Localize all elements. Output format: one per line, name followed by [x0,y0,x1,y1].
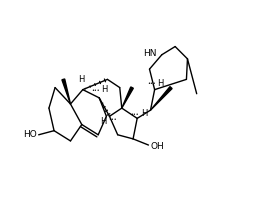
Text: H: H [100,117,107,126]
Text: OH: OH [151,142,164,151]
Text: •••: ••• [91,88,100,93]
Polygon shape [151,87,172,110]
Polygon shape [122,87,133,108]
Text: HN: HN [143,49,157,58]
Polygon shape [62,79,70,104]
Text: H: H [141,109,148,118]
Text: HO: HO [23,130,37,139]
Text: H: H [101,85,108,94]
Text: •••: ••• [131,112,139,117]
Text: •••: ••• [108,117,116,122]
Text: H: H [79,75,85,84]
Text: H: H [158,79,164,88]
Text: •••: ••• [147,81,156,86]
